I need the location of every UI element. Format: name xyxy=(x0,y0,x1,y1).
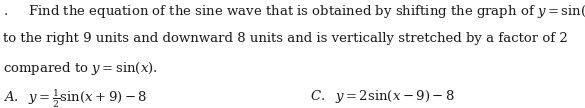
Text: .     Find the equation of the sine wave that is obtained by shifting the graph : . Find the equation of the sine wave tha… xyxy=(3,3,585,20)
Text: to the right 9 units and downward 8 units and is vertically stretched by a facto: to the right 9 units and downward 8 unit… xyxy=(3,32,567,45)
Text: $A. \ \ y = \frac{1}{2}\sin(x + 9) - 8$: $A. \ \ y = \frac{1}{2}\sin(x + 9) - 8$ xyxy=(3,88,147,108)
Text: compared to $y = \sin(x)$.: compared to $y = \sin(x)$. xyxy=(3,60,157,77)
Text: $C. \ \ y = 2\sin(x - 9) - 8$: $C. \ \ y = 2\sin(x - 9) - 8$ xyxy=(310,88,455,105)
